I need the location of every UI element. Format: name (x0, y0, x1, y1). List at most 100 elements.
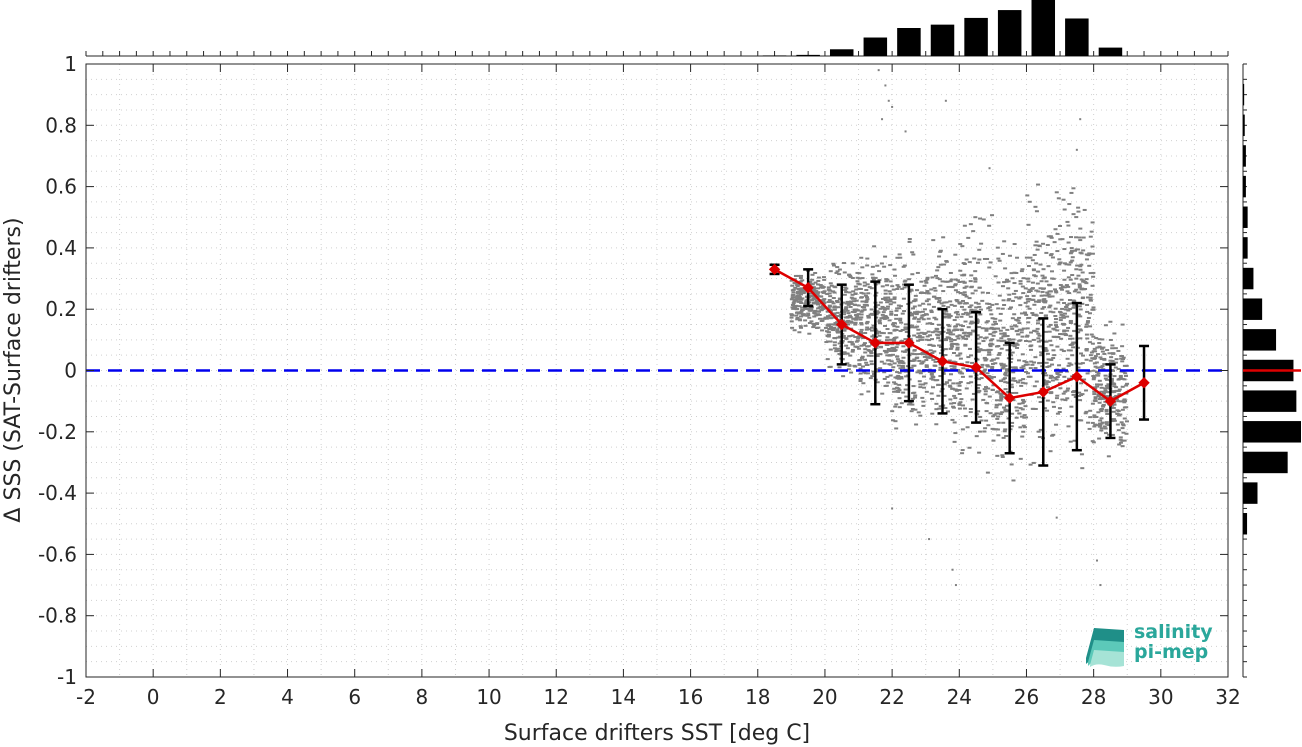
scatter-point (860, 309, 865, 312)
scatter-point (1113, 347, 1118, 350)
scatter-point (841, 335, 846, 338)
scatter-point (1037, 299, 1042, 302)
scatter-point (1077, 305, 1082, 308)
scatter-point (1070, 390, 1075, 393)
scatter-point (1004, 278, 1009, 281)
scatter-point (1110, 433, 1115, 436)
scatter-point (837, 318, 842, 321)
scatter-point (905, 348, 910, 351)
scatter-point (1093, 397, 1098, 400)
scatter-point (898, 359, 903, 362)
scatter-point (818, 284, 823, 287)
scatter-point (885, 284, 890, 287)
scatter-point (1044, 280, 1049, 283)
scatter-point (1018, 426, 1023, 429)
scatter-point (961, 262, 966, 265)
scatter-point (1096, 372, 1101, 375)
scatter-point (1125, 382, 1130, 385)
scatter-point (966, 326, 971, 329)
scatter-point (978, 308, 983, 311)
y-tick-label: 0.6 (45, 175, 77, 199)
scatter-point (1007, 254, 1012, 257)
scatter-point (892, 301, 897, 304)
scatter-point (1045, 386, 1050, 389)
scatter-point (1119, 421, 1124, 424)
scatter-point (996, 415, 1001, 418)
scatter-point (936, 323, 941, 326)
scatter-point (976, 391, 981, 394)
scatter-point-outlier (954, 584, 957, 587)
scatter-point (813, 301, 818, 304)
scatter-point (1005, 381, 1010, 384)
scatter-point (1063, 399, 1068, 402)
mean-marker (768, 263, 781, 276)
scatter-point (1090, 221, 1095, 224)
scatter-point (1039, 354, 1044, 357)
scatter-point (790, 314, 795, 317)
scatter-point (947, 315, 952, 318)
scatter-point (1029, 331, 1034, 334)
scatter-point (896, 360, 901, 363)
scatter-point (846, 312, 851, 315)
scatter-point (1034, 240, 1039, 243)
x-tick-label: 10 (476, 685, 501, 709)
scatter-point (941, 236, 946, 239)
scatter-point (928, 334, 933, 337)
scatter-point (886, 296, 891, 299)
scatter-point (907, 278, 912, 281)
scatter-point (1041, 300, 1046, 303)
scatter-point (1102, 357, 1107, 360)
scatter-point (1069, 251, 1074, 254)
scatter-point (813, 309, 818, 312)
scatter-point (1048, 376, 1053, 379)
scatter-point (943, 348, 948, 351)
scatter-point (841, 353, 846, 356)
scatter-point (1095, 385, 1100, 388)
scatter-point (1034, 289, 1039, 292)
scatter-point (1071, 282, 1076, 285)
scatter-point (793, 274, 798, 277)
scatter-point (1070, 249, 1075, 252)
scatter-point (1062, 329, 1067, 332)
scatter-point (1078, 399, 1083, 402)
scatter-point (1045, 352, 1050, 355)
scatter-point (1078, 265, 1083, 268)
scatter-point (819, 320, 824, 323)
scatter-point (816, 276, 821, 279)
scatter-point (1014, 330, 1019, 333)
scatter-point (968, 331, 973, 334)
scatter-point (1000, 454, 1005, 457)
scatter-point (1020, 335, 1025, 338)
scatter-point (936, 334, 941, 337)
scatter-point (1009, 463, 1014, 466)
scatter-point (848, 275, 853, 278)
scatter-point (1064, 263, 1069, 266)
scatter-point (843, 307, 848, 310)
scatter-point (958, 243, 963, 246)
scatter-point (1069, 236, 1074, 239)
scatter-point (1097, 346, 1102, 349)
scatter-point (946, 331, 951, 334)
scatter-point (845, 352, 850, 355)
scatter-point (837, 366, 842, 369)
scatter-point (1061, 367, 1066, 370)
scatter-point (988, 261, 993, 264)
scatter-point (842, 351, 847, 354)
scatter-point (904, 330, 909, 333)
scatter-point (1016, 319, 1021, 322)
scatter-point (961, 293, 966, 296)
scatter-point (937, 344, 942, 347)
scatter-point (903, 323, 908, 326)
scatter-point (978, 415, 983, 418)
scatter-point (984, 321, 989, 324)
scatter-point (1103, 389, 1108, 392)
scatter-point (1097, 425, 1102, 428)
scatter-point (1019, 270, 1024, 273)
scatter-point (1111, 390, 1116, 393)
scatter-point (1114, 389, 1119, 392)
scatter-point (1036, 319, 1041, 322)
scatter-point (861, 292, 866, 295)
scatter-point (1044, 349, 1049, 352)
scatter-point (1014, 318, 1019, 321)
scatter-point (1025, 298, 1030, 301)
